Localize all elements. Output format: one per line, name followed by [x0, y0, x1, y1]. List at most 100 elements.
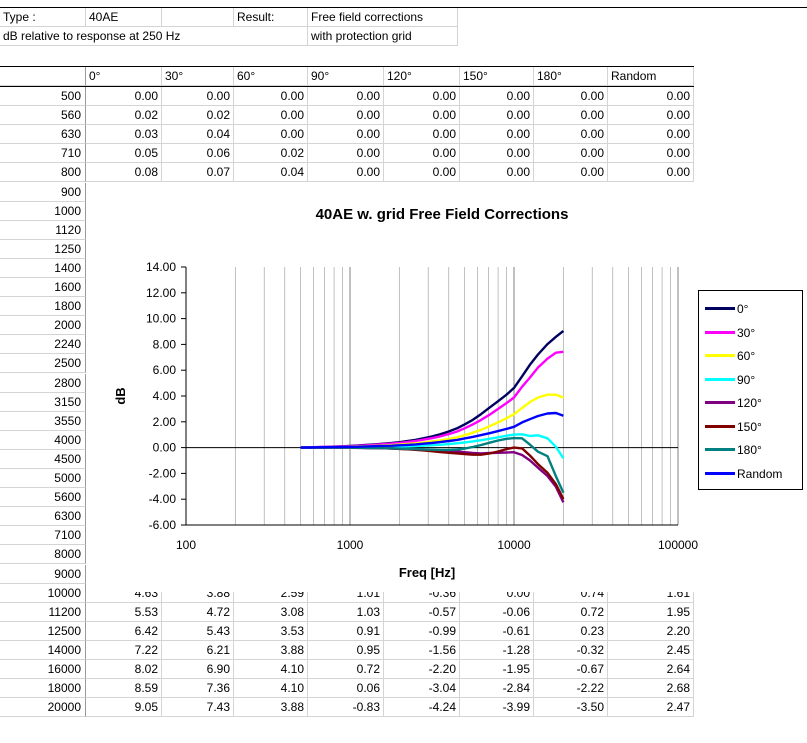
data-cell[interactable]: 4.10 [234, 679, 308, 699]
data-cell[interactable]: 0.00 [384, 125, 460, 145]
column-header-cell[interactable]: Random [608, 67, 694, 87]
data-cell[interactable]: 6.42 [86, 621, 162, 641]
data-cell[interactable]: 0.04 [162, 125, 234, 145]
data-cell[interactable]: 0.91 [308, 621, 384, 641]
data-cell[interactable]: -0.06 [460, 602, 534, 622]
data-cell[interactable]: -3.99 [460, 698, 534, 718]
data-cell[interactable]: 0.00 [86, 87, 162, 107]
data-cell[interactable]: -2.22 [534, 679, 608, 699]
data-cell[interactable]: 0.00 [384, 106, 460, 126]
type-label-cell[interactable]: Type : [0, 8, 86, 27]
data-cell[interactable]: 0.00 [460, 163, 534, 183]
row-header-cell[interactable]: 1000 [0, 201, 86, 221]
legend-item[interactable]: 30° [705, 323, 755, 341]
data-cell[interactable]: 0.00 [460, 106, 534, 126]
data-cell[interactable]: 0.00 [608, 125, 694, 145]
data-cell[interactable]: 0.00 [534, 106, 608, 126]
data-cell[interactable]: 0.00 [534, 144, 608, 164]
row-header-cell[interactable]: 20000 [0, 698, 86, 718]
data-cell[interactable]: 0.00 [234, 106, 308, 126]
column-header-cell[interactable]: 120° [384, 67, 460, 87]
data-cell[interactable]: 0.06 [308, 679, 384, 699]
data-cell[interactable]: 0.00 [384, 163, 460, 183]
data-cell[interactable]: 0.00 [534, 163, 608, 183]
data-cell[interactable]: 2.68 [608, 679, 694, 699]
data-cell[interactable]: 0.04 [234, 163, 308, 183]
legend-item[interactable]: 180° [705, 440, 762, 458]
data-cell[interactable]: 0.00 [608, 106, 694, 126]
data-cell[interactable]: -1.56 [384, 640, 460, 660]
data-cell[interactable]: 9.05 [86, 698, 162, 718]
row-header-cell[interactable]: 560 [0, 106, 86, 126]
row-header-cell[interactable]: 900 [0, 182, 86, 202]
row-header-cell[interactable]: 5600 [0, 488, 86, 508]
result-value-cell[interactable]: Free field corrections [308, 8, 458, 27]
data-cell[interactable]: -3.04 [384, 679, 460, 699]
data-cell[interactable]: -0.57 [384, 602, 460, 622]
subtitle-left-cell[interactable]: dB relative to response at 250 Hz [0, 27, 308, 46]
data-cell[interactable]: 4.72 [162, 602, 234, 622]
row-header-cell[interactable]: 500 [0, 87, 86, 107]
row-header-cell[interactable]: 14000 [0, 640, 86, 660]
data-cell[interactable]: 0.00 [460, 144, 534, 164]
data-cell[interactable]: 0.02 [162, 106, 234, 126]
data-cell[interactable]: 0.02 [86, 106, 162, 126]
legend-item[interactable]: Random [705, 464, 782, 482]
data-cell[interactable]: 7.22 [86, 640, 162, 660]
data-cell[interactable]: 3.88 [234, 698, 308, 718]
row-header-cell[interactable]: 7100 [0, 526, 86, 546]
data-cell[interactable]: 0.00 [308, 163, 384, 183]
data-cell[interactable]: 6.90 [162, 660, 234, 680]
data-cell[interactable]: 0.03 [86, 125, 162, 145]
data-cell[interactable]: 5.43 [162, 621, 234, 641]
row-header-cell[interactable]: 6300 [0, 507, 86, 527]
data-cell[interactable]: 0.00 [460, 87, 534, 107]
row-header-cell[interactable]: 10000 [0, 583, 86, 603]
blank-cell[interactable] [162, 8, 234, 27]
row-header-cell[interactable]: 2000 [0, 316, 86, 336]
row-header-cell[interactable]: 16000 [0, 660, 86, 680]
data-cell[interactable]: 0.00 [384, 144, 460, 164]
data-cell[interactable]: 5.53 [86, 602, 162, 622]
row-header-cell[interactable]: 12500 [0, 621, 86, 641]
row-header-cell[interactable]: 11200 [0, 602, 86, 622]
column-header-cell[interactable]: 0° [86, 67, 162, 87]
data-cell[interactable]: -2.84 [460, 679, 534, 699]
data-cell[interactable]: 0.00 [234, 125, 308, 145]
data-cell[interactable]: 0.08 [86, 163, 162, 183]
data-cell[interactable]: -0.32 [534, 640, 608, 660]
column-header-cell[interactable]: 180° [534, 67, 608, 87]
row-header-cell[interactable]: 5000 [0, 469, 86, 489]
data-cell[interactable]: 7.36 [162, 679, 234, 699]
data-cell[interactable]: 0.00 [308, 125, 384, 145]
data-cell[interactable]: 7.43 [162, 698, 234, 718]
row-header-cell[interactable] [0, 67, 86, 87]
row-header-cell[interactable]: 800 [0, 163, 86, 183]
data-cell[interactable]: 2.47 [608, 698, 694, 718]
data-cell[interactable]: 0.02 [234, 144, 308, 164]
row-header-cell[interactable]: 2240 [0, 335, 86, 355]
data-cell[interactable]: -1.28 [460, 640, 534, 660]
data-cell[interactable]: 8.02 [86, 660, 162, 680]
row-header-cell[interactable]: 1120 [0, 220, 86, 240]
row-header-cell[interactable]: 630 [0, 125, 86, 145]
column-header-cell[interactable]: 30° [162, 67, 234, 87]
column-header-cell[interactable]: 90° [308, 67, 384, 87]
type-value-cell[interactable]: 40AE [86, 8, 162, 27]
subtitle-right-cell[interactable]: with protection grid [308, 27, 458, 46]
data-cell[interactable]: 0.00 [308, 87, 384, 107]
data-cell[interactable]: -1.95 [460, 660, 534, 680]
data-cell[interactable]: 2.20 [608, 621, 694, 641]
data-cell[interactable]: -0.67 [534, 660, 608, 680]
legend-item[interactable]: 0° [705, 299, 748, 317]
data-cell[interactable]: -4.24 [384, 698, 460, 718]
data-cell[interactable]: 0.00 [534, 125, 608, 145]
data-cell[interactable]: 0.00 [608, 163, 694, 183]
column-header-cell[interactable]: 150° [460, 67, 534, 87]
row-header-cell[interactable]: 4500 [0, 449, 86, 469]
row-header-cell[interactable]: 1800 [0, 297, 86, 317]
chart-legend[interactable]: 0° 30° 60° 90° 120° 150° 180° Random [698, 290, 803, 490]
data-cell[interactable]: 0.06 [162, 144, 234, 164]
legend-item[interactable]: 120° [705, 393, 762, 411]
row-header-cell[interactable]: 2500 [0, 354, 86, 374]
